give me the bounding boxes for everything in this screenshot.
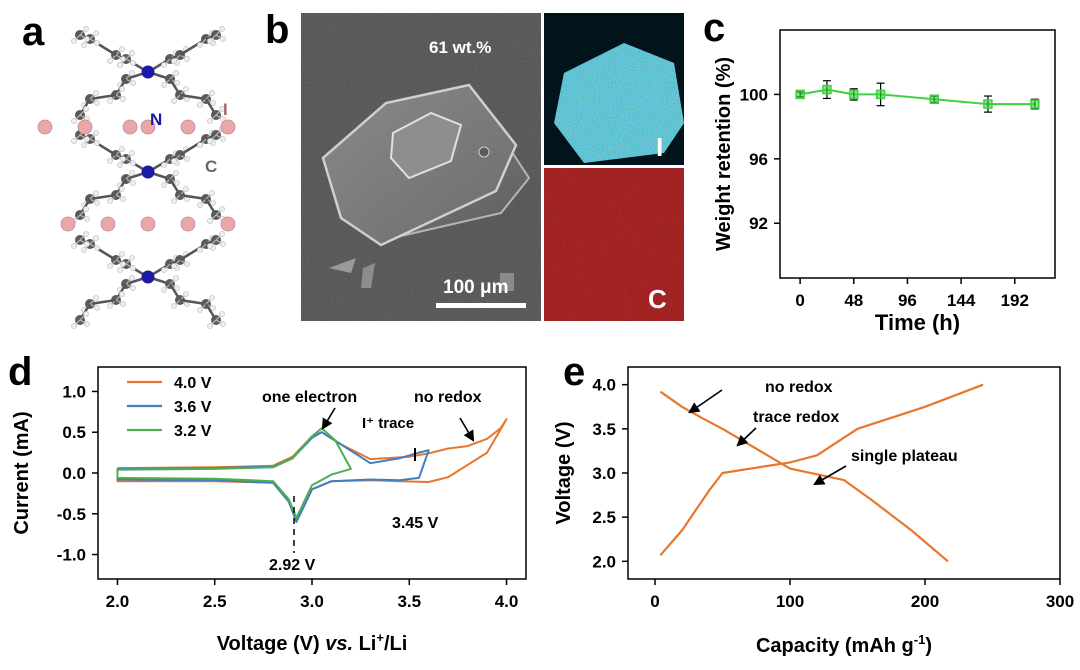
series-line-d-2: [116, 427, 352, 519]
y-tick-label-e: 2.5: [592, 508, 616, 527]
chart-weight-retention: 0 48 96 144 192 92 96 100 Time (h) Weight reten…: [713, 29, 1056, 335]
data-point-c: [795, 89, 805, 100]
annotation-no-redox-e: no redox: [765, 379, 833, 396]
arrow-single-plateau: [813, 465, 847, 486]
y-tick-label-d: -0.5: [57, 505, 86, 524]
x-tick-label-c: 96: [898, 291, 917, 310]
atom-label-i: I: [223, 100, 228, 119]
crystal-step: [389, 111, 463, 180]
x-tick-label-e: 0: [650, 592, 659, 611]
annotation-trace: I⁺ trace: [362, 415, 414, 432]
x-tick-label-d: 2.0: [106, 592, 130, 611]
x-tick-label-e: 100: [776, 592, 804, 611]
y-axis-title-c: Weight retention (%): [713, 57, 735, 251]
y-tick-label-e: 3.5: [592, 420, 616, 439]
panel-letter-e: e: [563, 350, 586, 394]
x-tick-label-d: 3.0: [300, 592, 324, 611]
x-tick-label-c: 192: [1001, 291, 1029, 310]
molecular-structure-illustration: N I C: [37, 26, 236, 329]
series-line-e-1: [659, 383, 984, 556]
y-tick-label-c: 96: [749, 150, 768, 169]
y-tick-label-e: 4.0: [592, 376, 616, 395]
annotation-no-redox-d: no redox: [414, 389, 482, 406]
plot-frame-e: [627, 366, 1061, 580]
data-point-c: [875, 89, 886, 100]
x-axis-title-d-part1: Voltage (V): [217, 633, 326, 655]
x-axis-title-e-sup: -1: [914, 632, 926, 647]
data-point-c: [929, 94, 940, 104]
x-axis-title-d-li: Li: [353, 633, 376, 655]
annotation-3-45-v: 3.45 V: [392, 515, 439, 532]
y-tick-label-d: -1.0: [57, 546, 86, 565]
sem-image: 61 wt.% 100 μm: [301, 13, 541, 321]
eds-label-c: C: [648, 284, 667, 314]
atom-label-c: C: [205, 157, 217, 176]
panel-letter-a: a: [22, 10, 45, 54]
panel-letter-b: b: [265, 8, 290, 52]
arrow-no-redox-d: [459, 417, 475, 442]
x-axis-title-e-part1: Capacity (mAh g: [756, 635, 914, 657]
series-line-d-1: [116, 431, 430, 523]
x-tick-label-c: 144: [947, 291, 976, 310]
scale-bar: [436, 303, 526, 308]
x-axis-title-d-end: /Li: [384, 633, 407, 655]
legend-label: 4.0 V: [174, 375, 212, 392]
eds-map-iodine: I: [544, 13, 684, 165]
y-tick-label-d: 1.0: [62, 382, 86, 401]
x-tick-label-e: 300: [1046, 592, 1074, 611]
arrow-trace-redox: [736, 427, 757, 447]
x-axis-title-e-end: ): [925, 635, 932, 657]
data-point-c: [983, 99, 993, 109]
x-axis-title-d-vs: vs.: [325, 633, 353, 655]
annotation-single-plateau: single plateau: [851, 448, 958, 465]
data-point-c: [822, 84, 832, 95]
x-tick-label-d: 2.5: [203, 592, 227, 611]
data-point-c: [1030, 99, 1040, 109]
y-tick-label-c: 92: [749, 214, 768, 233]
plot-frame-c: [779, 29, 1056, 279]
annotation-2-92-v: 2.92 V: [269, 557, 316, 574]
chart-voltage-capacity: 0 100 200 300 2.0 2.5 3.0 3.5 4.0 Voltage (V) Ca…: [553, 366, 1074, 657]
x-tick-label-d: 4.0: [495, 592, 519, 611]
panel-letter-d: d: [8, 350, 33, 394]
panel-letter-c: c: [703, 6, 726, 50]
data-point-c: [849, 89, 859, 100]
y-tick-label-e: 3.0: [592, 464, 616, 483]
x-tick-label-d: 3.5: [397, 592, 421, 611]
x-axis-title-e: Capacity (mAh g-1): [756, 632, 932, 657]
chart-cyclic-voltammetry: 2.0 2.5 3.0 3.5 4.0 -1.0 -0.5 0.0 0.5 1.0 4.0 V 3.…: [11, 366, 527, 655]
atom-label-n: N: [150, 110, 162, 129]
eds-label-i: I: [656, 132, 663, 162]
eds-map-carbon: C: [544, 168, 684, 321]
x-tick-label-e: 200: [911, 592, 939, 611]
x-axis-title-d-sup: +: [376, 630, 384, 645]
y-axis-title-d: Current (mA): [11, 411, 33, 534]
y-tick-label-e: 2.0: [592, 552, 616, 571]
legend-label: 3.6 V: [174, 399, 212, 416]
legend-label: 3.2 V: [174, 423, 212, 440]
arrow-one-electron: [321, 407, 336, 430]
scale-bar-label: 100 μm: [443, 277, 509, 298]
x-tick-label-c: 0: [795, 291, 804, 310]
y-tick-label-c: 100: [740, 85, 768, 104]
series-line-c-0: [799, 88, 1035, 106]
x-axis-title-d: Voltage (V) vs. Li+/Li: [217, 630, 408, 655]
annotation-trace-redox: trace redox: [753, 409, 839, 426]
y-tick-label-d: 0.0: [62, 464, 86, 483]
y-axis-title-e: Voltage (V): [553, 422, 575, 525]
arrow-no-redox-e: [688, 389, 723, 414]
x-tick-label-c: 48: [844, 291, 863, 310]
sem-loading-label: 61 wt.%: [429, 38, 491, 57]
annotation-one-electron: one electron: [262, 389, 357, 406]
y-tick-label-d: 0.5: [62, 423, 86, 442]
x-axis-title-c: Time (h): [875, 310, 960, 335]
